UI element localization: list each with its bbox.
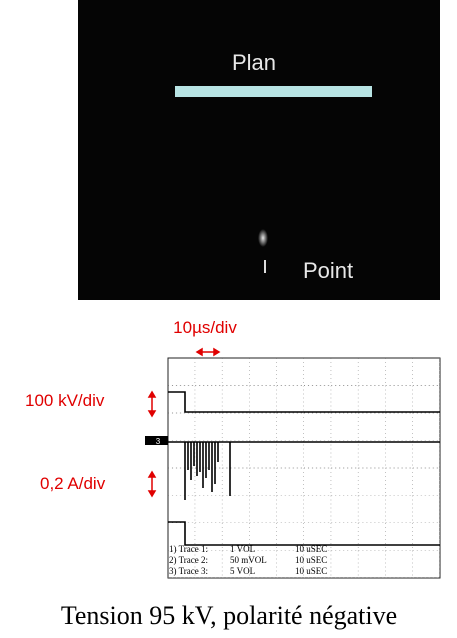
plan-label: Plan xyxy=(232,50,276,75)
current-arrow xyxy=(147,470,157,498)
trace-time: 10 uSEC xyxy=(295,544,327,554)
trace-label: 2) Trace 2: xyxy=(169,555,208,565)
trace-3 xyxy=(168,521,440,546)
trace-label: 3) Trace 3: xyxy=(169,566,208,576)
trace-time: 10 uSEC xyxy=(295,555,327,565)
marker-box xyxy=(145,436,168,445)
trace-scale: 5 VOL xyxy=(230,566,255,576)
caption: Tension 95 kV, polarité négative xyxy=(61,601,397,630)
time-arrow xyxy=(195,347,221,357)
current-scale: 0,2 A/div xyxy=(40,474,106,493)
trace-scale: 1 VOL xyxy=(230,544,255,554)
trace-scale: 50 mVOL xyxy=(230,555,267,565)
plane-electrode xyxy=(175,86,372,97)
voltage-scale: 100 kV/div xyxy=(25,391,105,410)
marker: 3 xyxy=(156,437,161,446)
trace-time: 10 uSEC xyxy=(295,566,327,576)
trace-1 xyxy=(168,391,440,413)
trace-label: 1) Trace 1: xyxy=(169,544,208,554)
voltage-arrow xyxy=(147,390,157,418)
discharge-glow xyxy=(258,229,268,247)
trace-2 xyxy=(168,441,440,500)
time-scale: 10µs/div xyxy=(173,318,237,337)
point-label: Point xyxy=(303,258,353,283)
scope-grid xyxy=(168,358,440,578)
photo xyxy=(78,0,440,300)
